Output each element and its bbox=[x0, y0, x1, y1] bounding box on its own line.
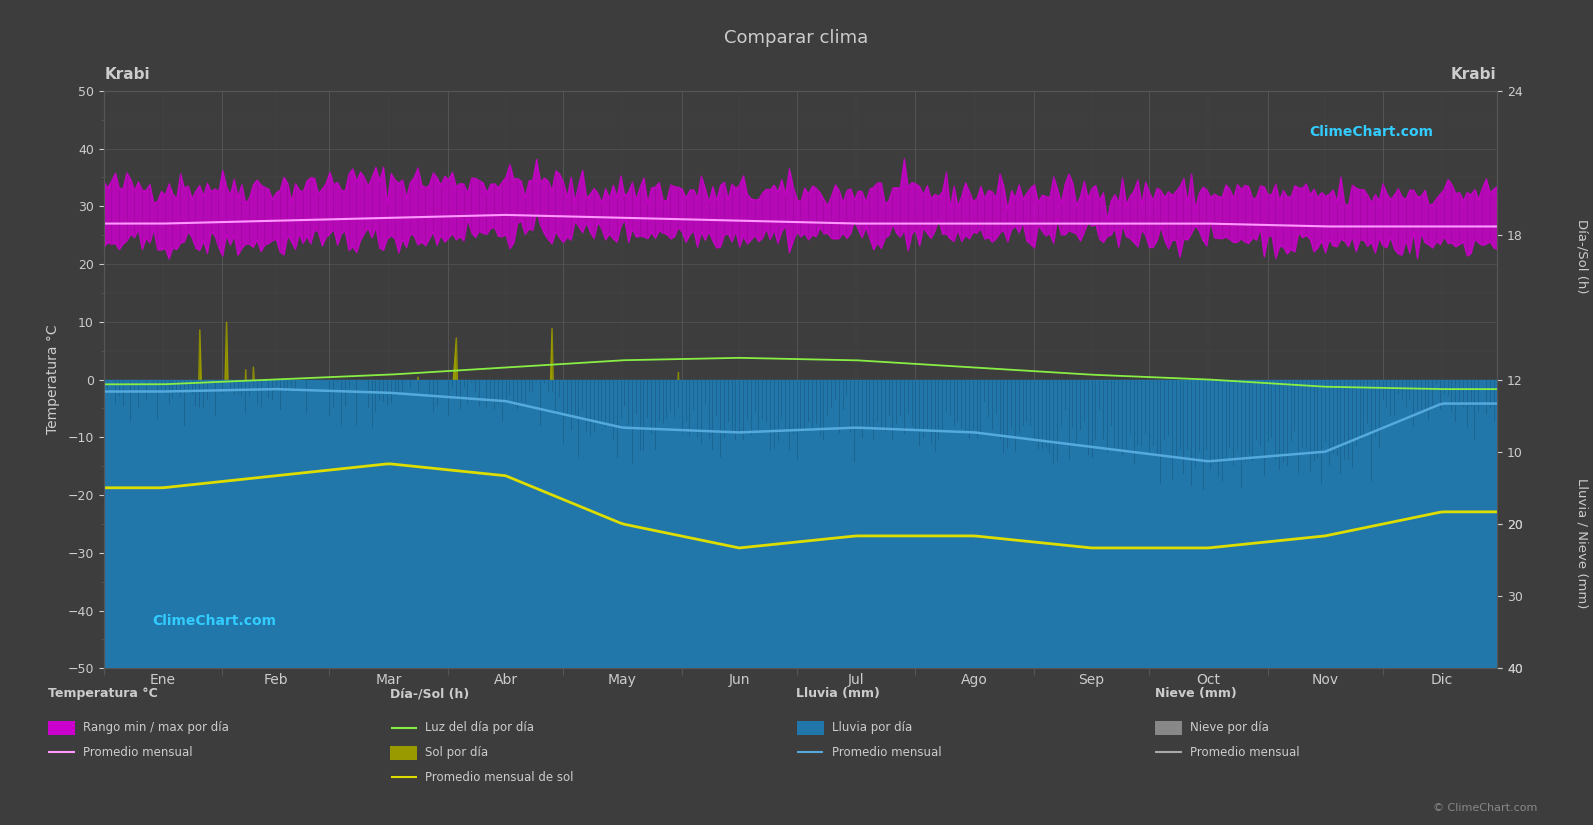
Text: Sol por día: Sol por día bbox=[425, 746, 489, 759]
Text: Temperatura °C: Temperatura °C bbox=[48, 687, 158, 700]
Text: Luz del día por día: Luz del día por día bbox=[425, 721, 534, 734]
Text: Día-/Sol (h): Día-/Sol (h) bbox=[1575, 219, 1588, 293]
Text: Día-/Sol (h): Día-/Sol (h) bbox=[390, 687, 470, 700]
Text: Rango min / max por día: Rango min / max por día bbox=[83, 721, 229, 734]
Text: Nieve por día: Nieve por día bbox=[1190, 721, 1270, 734]
Text: Lluvia por día: Lluvia por día bbox=[832, 721, 911, 734]
Text: Lluvia (mm): Lluvia (mm) bbox=[796, 687, 881, 700]
Text: Nieve (mm): Nieve (mm) bbox=[1155, 687, 1236, 700]
Text: ClimeChart.com: ClimeChart.com bbox=[153, 614, 276, 628]
Text: Promedio mensual: Promedio mensual bbox=[83, 746, 193, 759]
Text: Promedio mensual: Promedio mensual bbox=[832, 746, 941, 759]
Text: Promedio mensual de sol: Promedio mensual de sol bbox=[425, 771, 573, 784]
Y-axis label: Temperatura °C: Temperatura °C bbox=[46, 325, 61, 434]
Text: Krabi: Krabi bbox=[1450, 67, 1496, 82]
Text: © ClimeChart.com: © ClimeChart.com bbox=[1432, 803, 1537, 813]
Text: Krabi: Krabi bbox=[105, 67, 151, 82]
Text: ClimeChart.com: ClimeChart.com bbox=[1309, 125, 1434, 139]
Text: Promedio mensual: Promedio mensual bbox=[1190, 746, 1300, 759]
Text: Comparar clima: Comparar clima bbox=[725, 29, 868, 47]
Text: Lluvia / Nieve (mm): Lluvia / Nieve (mm) bbox=[1575, 478, 1588, 609]
